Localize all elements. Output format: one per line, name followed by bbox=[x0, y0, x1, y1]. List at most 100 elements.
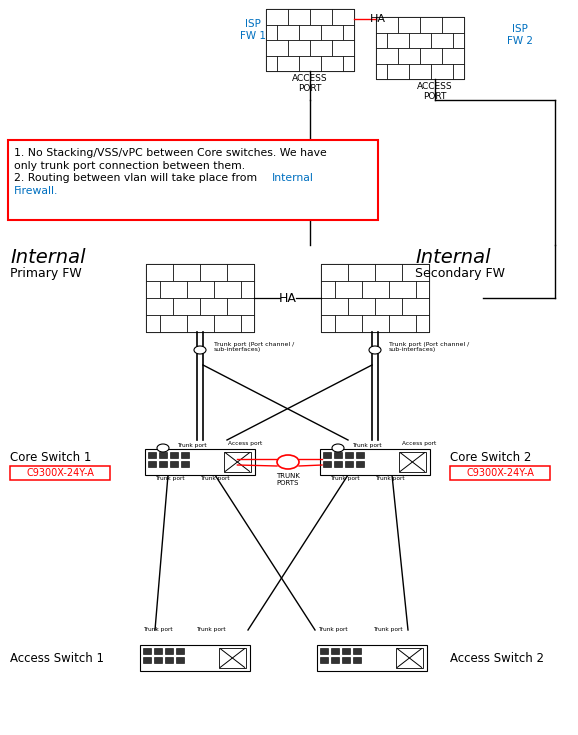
Bar bbox=[353, 648, 361, 654]
Bar bbox=[420, 48, 442, 63]
Bar bbox=[348, 264, 375, 281]
Bar bbox=[361, 315, 388, 332]
Text: Primary FW: Primary FW bbox=[10, 267, 81, 280]
Bar bbox=[320, 648, 328, 654]
Text: TRUNK
PORTS: TRUNK PORTS bbox=[276, 473, 300, 486]
Text: Trunk port: Trunk port bbox=[155, 476, 184, 481]
Bar bbox=[148, 461, 156, 467]
Bar bbox=[416, 281, 429, 298]
Bar bbox=[442, 48, 464, 63]
Bar bbox=[442, 17, 464, 32]
Text: Trunk port: Trunk port bbox=[143, 628, 173, 633]
Bar bbox=[431, 63, 453, 79]
Text: Trunk port: Trunk port bbox=[196, 628, 225, 633]
Bar bbox=[376, 32, 387, 48]
Bar bbox=[342, 657, 350, 663]
Bar bbox=[160, 315, 187, 332]
Bar bbox=[288, 40, 310, 56]
Bar bbox=[148, 452, 156, 458]
Text: Trunk port: Trunk port bbox=[373, 628, 403, 633]
Bar bbox=[402, 264, 429, 281]
Bar bbox=[321, 315, 335, 332]
Text: Internal: Internal bbox=[10, 248, 86, 267]
Bar bbox=[143, 648, 151, 654]
Bar bbox=[200, 298, 227, 315]
Text: C9300X-24Y-A: C9300X-24Y-A bbox=[26, 468, 94, 478]
Bar bbox=[146, 298, 173, 315]
Bar bbox=[224, 451, 251, 473]
Bar bbox=[321, 24, 343, 40]
Bar bbox=[416, 315, 429, 332]
Bar bbox=[409, 63, 431, 79]
Text: Access port: Access port bbox=[402, 440, 436, 445]
Bar bbox=[320, 657, 328, 663]
Text: ISP
FW 1: ISP FW 1 bbox=[240, 19, 266, 41]
Bar bbox=[159, 452, 167, 458]
Bar bbox=[219, 648, 246, 668]
Bar bbox=[288, 9, 310, 24]
Text: Core Switch 1: Core Switch 1 bbox=[10, 451, 91, 464]
Bar bbox=[277, 24, 299, 40]
Text: Secondary FW: Secondary FW bbox=[415, 267, 505, 280]
Text: ACCESS
PORT: ACCESS PORT bbox=[417, 82, 453, 101]
Text: Core Switch 2: Core Switch 2 bbox=[450, 451, 531, 464]
Bar bbox=[343, 56, 354, 71]
Bar bbox=[227, 264, 254, 281]
Text: Access Switch 2: Access Switch 2 bbox=[450, 651, 544, 664]
Bar bbox=[187, 281, 213, 298]
Text: ISP
FW 2: ISP FW 2 bbox=[507, 24, 533, 46]
Text: only trunk port connection between them.: only trunk port connection between them. bbox=[14, 160, 245, 171]
Text: C9300X-24Y-A: C9300X-24Y-A bbox=[466, 468, 534, 478]
Bar bbox=[160, 281, 187, 298]
Bar bbox=[396, 648, 423, 668]
Text: 2. Routing between vlan will take place from: 2. Routing between vlan will take place … bbox=[14, 173, 261, 183]
Text: 1. No Stacking/VSS/vPC between Core switches. We have: 1. No Stacking/VSS/vPC between Core swit… bbox=[14, 148, 327, 158]
Text: HA: HA bbox=[370, 14, 386, 24]
Bar bbox=[240, 315, 254, 332]
Bar bbox=[356, 452, 364, 458]
Bar bbox=[398, 48, 420, 63]
Bar bbox=[376, 17, 464, 79]
Bar bbox=[187, 315, 213, 332]
Text: Trunk port: Trunk port bbox=[200, 476, 229, 481]
Bar bbox=[335, 281, 361, 298]
Bar bbox=[387, 63, 409, 79]
Ellipse shape bbox=[194, 346, 206, 354]
Bar bbox=[321, 264, 429, 332]
Bar bbox=[8, 140, 378, 220]
Bar bbox=[165, 657, 173, 663]
Bar bbox=[388, 315, 416, 332]
Bar bbox=[321, 56, 343, 71]
Bar bbox=[334, 461, 342, 467]
Bar bbox=[420, 17, 442, 32]
Bar bbox=[348, 298, 375, 315]
Bar bbox=[335, 315, 361, 332]
Text: Internal: Internal bbox=[415, 248, 491, 267]
Bar bbox=[176, 657, 184, 663]
Bar bbox=[431, 32, 453, 48]
Bar bbox=[409, 32, 431, 48]
Text: Trunk port: Trunk port bbox=[352, 442, 381, 448]
Text: Firewall.: Firewall. bbox=[14, 185, 58, 196]
Bar bbox=[332, 9, 354, 24]
Bar bbox=[266, 9, 354, 71]
Bar bbox=[10, 466, 110, 480]
Bar bbox=[402, 298, 429, 315]
Bar bbox=[266, 24, 277, 40]
Bar bbox=[310, 9, 332, 24]
Bar bbox=[176, 648, 184, 654]
Bar bbox=[310, 40, 332, 56]
Bar bbox=[375, 264, 402, 281]
Bar bbox=[387, 32, 409, 48]
Bar bbox=[323, 452, 331, 458]
Bar bbox=[321, 298, 348, 315]
Bar bbox=[173, 264, 200, 281]
Text: HA: HA bbox=[279, 292, 297, 304]
Ellipse shape bbox=[157, 444, 169, 452]
Bar bbox=[376, 17, 398, 32]
Bar bbox=[450, 466, 550, 480]
Text: Trunk port (Port channel /
sub-interfaces): Trunk port (Port channel / sub-interface… bbox=[389, 342, 469, 352]
Text: Trunk port: Trunk port bbox=[177, 442, 206, 448]
Bar bbox=[140, 645, 250, 671]
Bar bbox=[154, 648, 162, 654]
